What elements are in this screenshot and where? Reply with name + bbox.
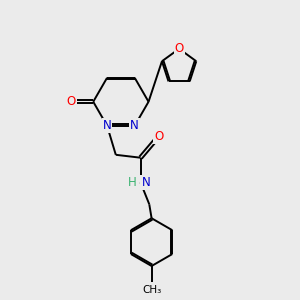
Text: N: N [141, 176, 150, 189]
Text: O: O [175, 42, 184, 55]
Text: CH₃: CH₃ [142, 286, 161, 296]
Text: O: O [154, 130, 164, 143]
Text: O: O [67, 95, 76, 108]
Text: H: H [128, 176, 137, 189]
Text: N: N [103, 119, 111, 132]
Text: N: N [130, 119, 139, 132]
